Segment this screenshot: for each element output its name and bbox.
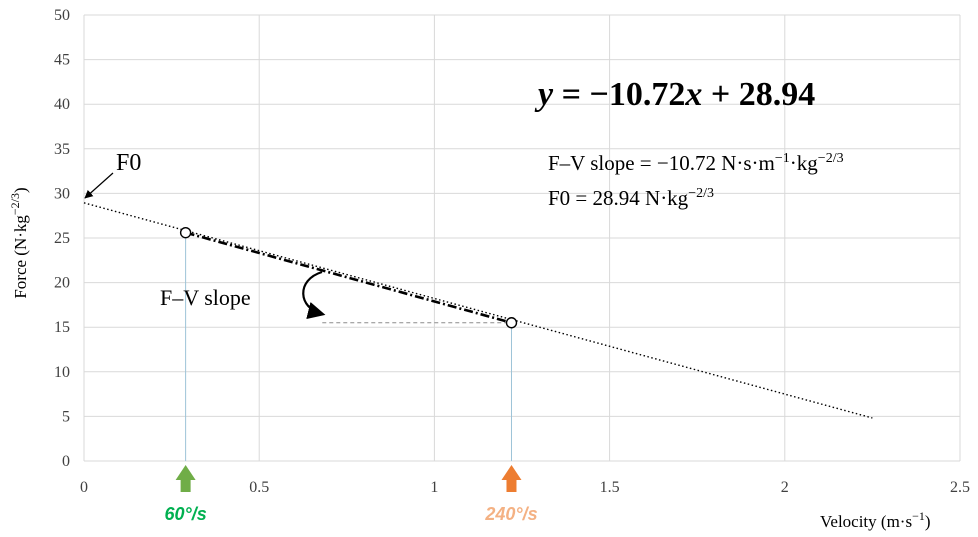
fv-slope-label: F–V slope [160,285,251,310]
y-tick-label: 35 [54,141,70,158]
speed-label-60: 60°/s [164,504,206,524]
y-axis-title: Force (N·kg−2/3) [8,187,30,298]
speed-up-arrow [175,465,196,492]
grid-lines [83,14,961,462]
x-axis-title: Velocity (m·s−1) [820,509,931,531]
y-tick-label: 20 [54,275,70,292]
x-tick-label: 2 [781,479,789,496]
slope-value-text: F–V slope = −10.72 N·s·m−1·kg−2/3 [548,151,844,175]
y-tick-label: 15 [54,319,70,336]
fv-segment [185,231,512,324]
y-tick-label: 10 [54,364,70,381]
f0-callout-label: F0 [116,150,141,176]
data-layer [83,202,873,492]
y-tick-label: 5 [62,408,70,425]
x-tick-label: 1.5 [600,479,620,496]
tick-labels: 0 5 10 15 20 25 30 35 40 45 50 0 0.5 1 1.5 2 2.5 [54,7,970,496]
fv-slope-curved-arrow [302,270,326,320]
y-tick-label: 0 [62,453,70,470]
y-tick-label: 45 [54,52,70,69]
regression-equation: y = −10.72x + 28.94 [534,76,815,113]
data-point [179,226,192,239]
x-tick-label: 0.5 [249,479,269,496]
x-tick-label: 1 [430,479,438,496]
speed-up-arrow [501,465,522,492]
x-tick-label: 2.5 [950,479,970,496]
f0-value-text: F0 = 28.94 N·kg−2/3 [548,186,714,210]
f0-callout-arrow [84,172,114,199]
y-tick-label: 25 [54,230,70,247]
data-point [505,317,518,329]
x-tick-label: 0 [80,479,88,496]
y-tick-label: 40 [54,96,70,113]
speed-label-240: 240°/s [484,504,537,524]
y-tick-label: 50 [54,7,70,24]
y-tick-label: 30 [54,185,70,202]
trendline [83,202,873,419]
